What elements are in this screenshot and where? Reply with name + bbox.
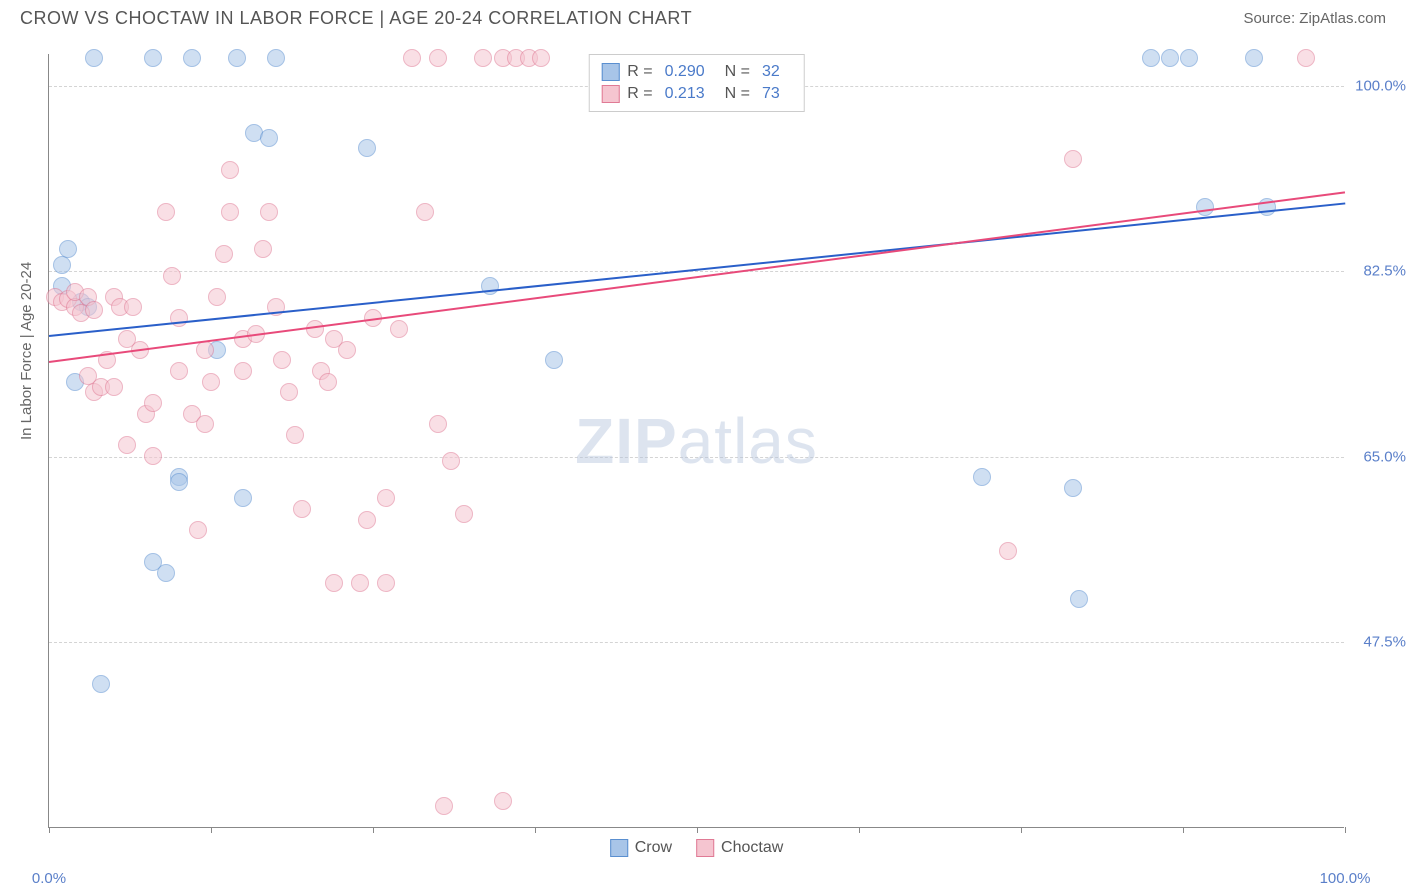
x-tick bbox=[535, 827, 536, 833]
legend-n-value: 73 bbox=[762, 85, 780, 103]
x-tick bbox=[859, 827, 860, 833]
x-tick bbox=[1345, 827, 1346, 833]
trend-line bbox=[49, 192, 1345, 364]
legend-row: R = 0.290 N = 32 bbox=[601, 61, 792, 83]
y-tick-label: 82.5% bbox=[1363, 263, 1406, 280]
x-tick bbox=[1021, 827, 1022, 833]
series-legend: Crow Choctaw bbox=[610, 839, 784, 857]
legend-swatch bbox=[696, 839, 714, 857]
chart-title: CROW VS CHOCTAW IN LABOR FORCE | AGE 20-… bbox=[20, 8, 692, 29]
trend-line bbox=[49, 202, 1345, 337]
y-tick-label: 47.5% bbox=[1363, 634, 1406, 651]
legend-r-label: R = bbox=[627, 63, 652, 81]
legend-item: Crow bbox=[610, 839, 672, 857]
legend-n-label: N = bbox=[725, 85, 750, 103]
legend-r-label: R = bbox=[627, 85, 652, 103]
legend-item: Choctaw bbox=[696, 839, 783, 857]
legend-r-value: 0.213 bbox=[665, 85, 705, 103]
legend-swatch bbox=[601, 63, 619, 81]
legend-n-value: 32 bbox=[762, 63, 780, 81]
correlation-legend: R = 0.290 N = 32 R = 0.213 N = 73 bbox=[588, 54, 805, 112]
x-tick bbox=[211, 827, 212, 833]
x-tick-label: 0.0% bbox=[32, 870, 66, 887]
legend-series-label: Choctaw bbox=[721, 839, 783, 857]
y-tick-label: 100.0% bbox=[1355, 77, 1406, 94]
x-tick bbox=[49, 827, 50, 833]
legend-series-label: Crow bbox=[635, 839, 672, 857]
x-tick-label: 100.0% bbox=[1320, 870, 1371, 887]
legend-row: R = 0.213 N = 73 bbox=[601, 83, 792, 105]
legend-swatch bbox=[601, 85, 619, 103]
legend-r-value: 0.290 bbox=[665, 63, 705, 81]
x-tick bbox=[373, 827, 374, 833]
legend-n-label: N = bbox=[725, 63, 750, 81]
x-tick bbox=[1183, 827, 1184, 833]
source-attribution: Source: ZipAtlas.com bbox=[1243, 10, 1386, 27]
y-axis-label: In Labor Force | Age 20-24 bbox=[18, 262, 35, 440]
legend-swatch bbox=[610, 839, 628, 857]
chart-plot-area: ZIPatlas 47.5%65.0%82.5%100.0% R =0.290N… bbox=[48, 54, 1344, 828]
x-tick bbox=[697, 827, 698, 833]
y-tick-label: 65.0% bbox=[1363, 448, 1406, 465]
